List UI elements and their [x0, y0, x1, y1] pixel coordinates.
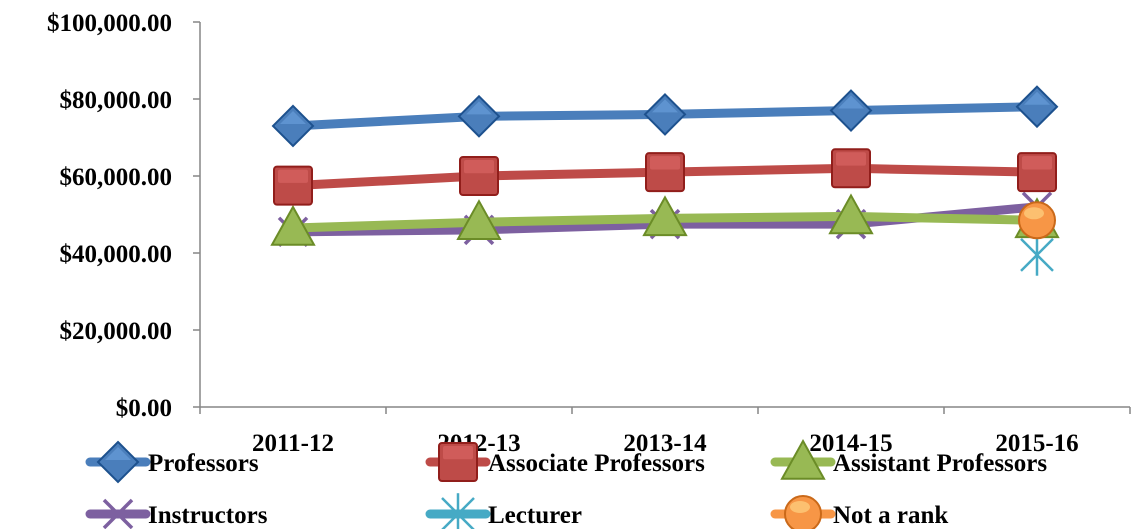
x-tick-label: 2013-14 [623, 430, 707, 457]
legend-label: Not a rank [833, 502, 948, 529]
legend-marker [438, 442, 478, 482]
series-assistant-professors [270, 193, 1060, 246]
y-tick-label: $0.00 [116, 395, 172, 422]
legend-marker [102, 498, 134, 529]
y-tick-label: $100,000.00 [47, 10, 172, 37]
legend-label: Instructors [148, 502, 268, 529]
data-point-lecturer [1020, 234, 1054, 276]
data-point-assistant-professors [456, 199, 502, 240]
series-not-a-rank [1018, 201, 1056, 240]
legend-marker [780, 438, 826, 480]
data-point-associate-professors [459, 156, 499, 196]
y-tick-label: $20,000.00 [60, 318, 173, 345]
data-point-not-a-rank [1018, 201, 1056, 240]
data-point-associate-professors [645, 152, 685, 193]
data-point-assistant-professors [270, 204, 316, 246]
legend-item-professors: Professors [85, 440, 259, 484]
data-point-associate-professors [273, 165, 313, 206]
data-point-associate-professors [1017, 152, 1057, 193]
data-point-assistant-professors [828, 193, 874, 235]
x-tick-label: 2011-12 [252, 430, 334, 457]
y-tick-label: $40,000.00 [60, 241, 173, 268]
legend-marker [441, 493, 475, 529]
legend-item-assistant-professors: Assistant Professors [770, 438, 1047, 480]
legend-item-associate-professors: Associate Professors [425, 442, 705, 482]
data-point-professors [271, 104, 315, 148]
legend-marker [784, 495, 822, 529]
series-associate-professors [273, 148, 1057, 206]
legend-item-lecturer: Lecturer [425, 493, 582, 529]
legend-item-instructors: Instructors [85, 498, 268, 529]
data-point-professors [1015, 85, 1059, 129]
legend-marker [96, 440, 140, 484]
data-point-professors [643, 92, 687, 136]
x-tick-label: 2015-16 [995, 430, 1078, 457]
chart-series [270, 85, 1060, 276]
x-tick-label: 2014-15 [809, 430, 892, 457]
legend-label: Associate Professors [488, 450, 705, 477]
data-point-professors [829, 89, 873, 132]
legend-item-not-a-rank: Not a rank [770, 495, 948, 529]
y-tick-label: $80,000.00 [60, 87, 173, 114]
chart-legend: Professors Associate Professors Assistant … [85, 438, 1047, 529]
legend-label: Assistant Professors [833, 450, 1047, 477]
data-point-professors [457, 94, 501, 138]
legend-label: Lecturer [488, 502, 582, 529]
chart-axes: $0.00 $20,000.00 $40,000.00 $60,000.00 $80,0… [47, 10, 1131, 457]
data-point-assistant-professors [642, 195, 688, 237]
data-point-associate-professors [831, 148, 871, 189]
legend-label: Professors [148, 450, 259, 477]
series-lecturer [1020, 234, 1054, 276]
y-tick-label: $60,000.00 [60, 164, 173, 191]
series-professors [271, 85, 1059, 148]
